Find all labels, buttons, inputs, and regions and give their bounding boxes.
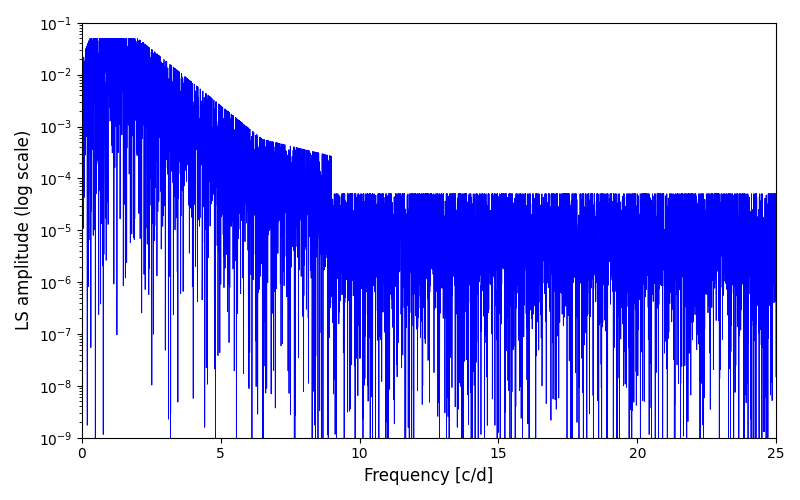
X-axis label: Frequency [c/d]: Frequency [c/d]	[364, 467, 494, 485]
Y-axis label: LS amplitude (log scale): LS amplitude (log scale)	[15, 130, 33, 330]
